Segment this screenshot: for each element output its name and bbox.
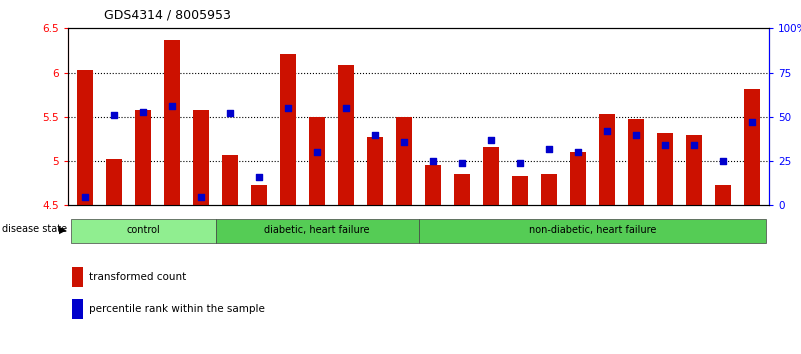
Point (79, 195, 92, 200)
Point (456, 160, 469, 166)
Bar (309, 117, 325, 205)
Point (282, 105, 295, 111)
Bar (338, 65, 354, 205)
Text: control: control (127, 225, 160, 235)
Text: diabetic, heart failure: diabetic, heart failure (264, 225, 370, 235)
Point (687, 142, 700, 148)
Point (513, 160, 526, 166)
Bar (396, 117, 412, 205)
Bar (193, 110, 209, 205)
Point (311, 149, 324, 155)
FancyBboxPatch shape (71, 219, 215, 243)
Bar (164, 40, 180, 205)
Point (195, 195, 207, 200)
Bar (252, 185, 268, 205)
Point (253, 174, 266, 180)
Point (137, 109, 150, 114)
Point (542, 146, 555, 152)
Bar (454, 175, 470, 205)
Bar (367, 137, 383, 205)
Bar (599, 114, 614, 205)
Bar (628, 119, 644, 205)
Text: ▶: ▶ (58, 224, 66, 234)
Bar (714, 185, 731, 205)
Text: percentile rank within the sample: percentile rank within the sample (89, 304, 265, 314)
Text: transformed count: transformed count (89, 272, 186, 282)
Point (745, 119, 758, 125)
Bar (686, 135, 702, 205)
FancyBboxPatch shape (215, 219, 418, 243)
Point (427, 158, 440, 164)
Bar (512, 176, 528, 205)
Point (166, 103, 179, 109)
Point (601, 128, 614, 134)
Bar (425, 166, 441, 205)
Bar (78, 70, 94, 205)
Text: GDS4314 / 8005953: GDS4314 / 8005953 (104, 9, 231, 22)
Text: disease state: disease state (2, 224, 67, 234)
Point (223, 110, 236, 116)
Point (630, 132, 642, 137)
Bar (657, 133, 673, 205)
Point (485, 137, 497, 143)
Text: non-diabetic, heart failure: non-diabetic, heart failure (529, 225, 656, 235)
Point (368, 132, 381, 137)
Bar (483, 147, 499, 205)
Bar (223, 155, 238, 205)
Bar (541, 175, 557, 205)
Bar (743, 88, 759, 205)
Bar (280, 54, 296, 205)
Point (658, 142, 671, 148)
Point (571, 149, 584, 155)
Point (716, 158, 729, 164)
Bar (570, 152, 586, 205)
Bar (107, 159, 123, 205)
FancyBboxPatch shape (418, 219, 766, 243)
Point (397, 139, 410, 144)
Point (108, 112, 121, 118)
Bar (135, 110, 151, 205)
Point (340, 105, 352, 111)
